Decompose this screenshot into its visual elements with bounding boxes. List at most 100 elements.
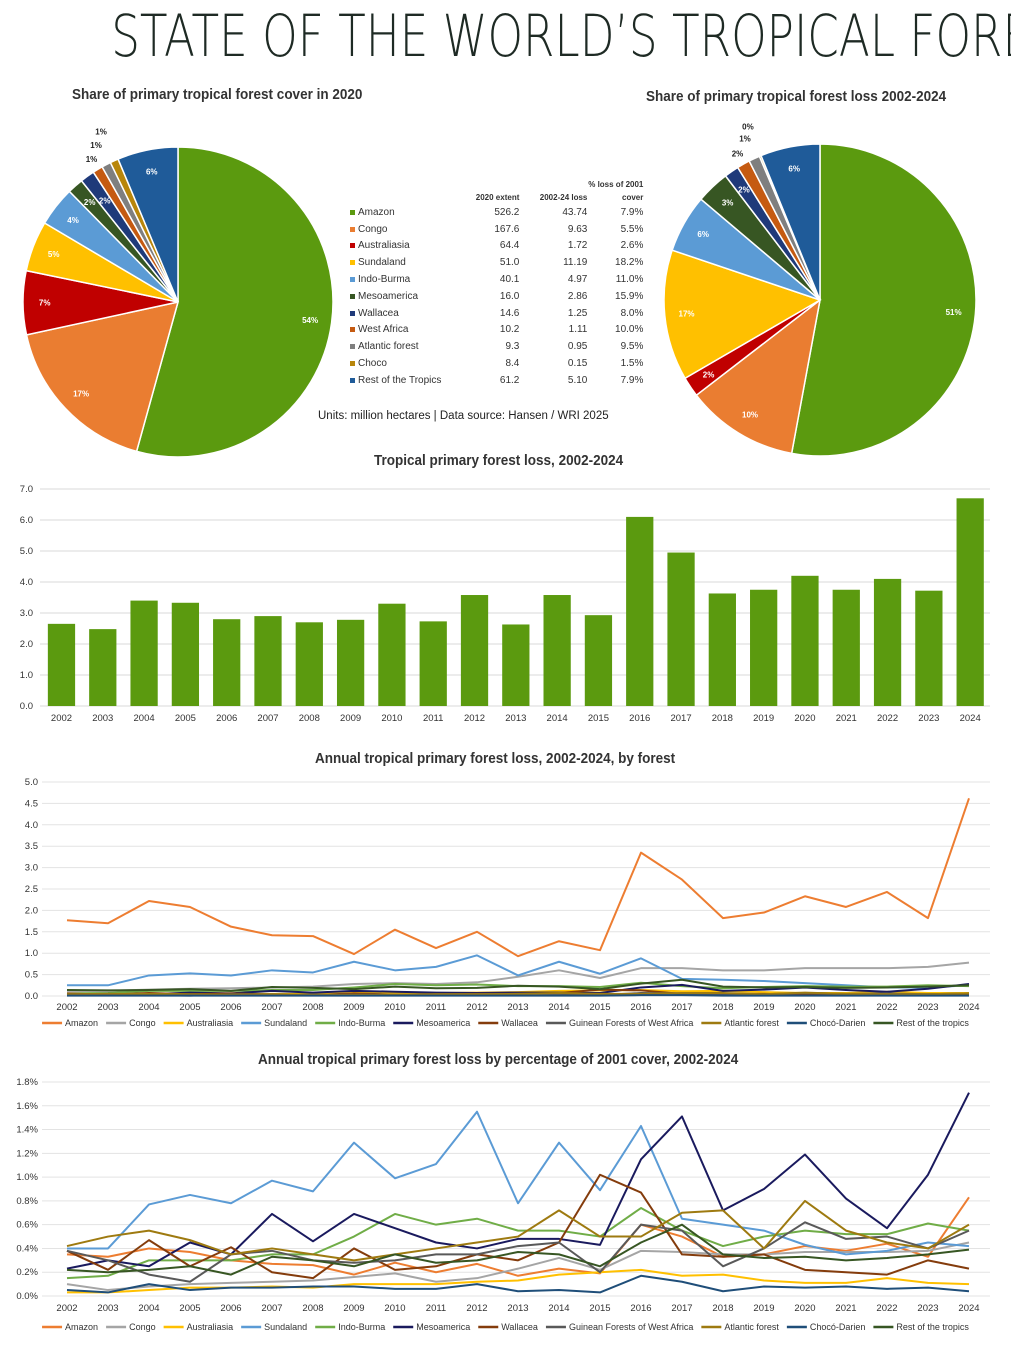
loss-cell: 5.10 (567, 374, 588, 386)
pie-data-label: 1% (90, 141, 102, 150)
x-tick-label: 2016 (630, 1303, 651, 1314)
extent-cell: 8.4 (505, 358, 520, 370)
legend-label: Sundaland (264, 1018, 307, 1028)
legend-swatch (350, 310, 355, 316)
col-loss: 2002-24 loss (539, 193, 588, 202)
pct-cell: 10.0% (615, 324, 644, 336)
extent-cell: 10.2 (499, 324, 520, 336)
x-tick-label: 2017 (671, 1303, 692, 1314)
pct-cell: 2.6% (620, 240, 644, 252)
x-tick-label: 2015 (589, 1002, 610, 1013)
x-tick-label: 2008 (302, 1303, 323, 1314)
loss-cell: 1.11 (568, 324, 588, 336)
loss-cell: 0.15 (567, 358, 588, 370)
bar (295, 622, 323, 706)
legend-swatch (350, 226, 355, 232)
line-chart-1-title: Annual tropical primary forest loss, 200… (315, 750, 676, 767)
region-name: Wallacea (358, 307, 399, 319)
x-tick-label: 2008 (299, 713, 320, 724)
region-name: West Africa (358, 324, 409, 336)
col-extent: 2020 extent (475, 193, 520, 202)
legend-label: Congo (129, 1322, 156, 1332)
loss-cell: 43.74 (562, 206, 588, 218)
bar (832, 589, 860, 706)
x-tick-label: 2010 (384, 1002, 405, 1013)
y-tick-label: 0.2% (16, 1267, 38, 1278)
extent-cell: 61.2 (499, 374, 520, 386)
x-tick-label: 2013 (507, 1002, 528, 1013)
x-tick-label: 2003 (97, 1002, 118, 1013)
pie-data-label: 2% (732, 150, 744, 159)
x-tick-label: 2022 (876, 1303, 897, 1314)
y-tick-label: 0.4% (16, 1243, 38, 1254)
x-tick-label: 2022 (876, 1002, 897, 1013)
y-tick-label: 2.0 (25, 905, 38, 916)
x-tick-label: 2005 (175, 713, 196, 724)
x-tick-label: 2019 (753, 1303, 774, 1314)
x-tick-label: 2015 (588, 713, 609, 724)
series-line (67, 1110, 970, 1256)
table-row: Sundaland 51.0 11.19 18.2% (350, 254, 643, 271)
region-name: Atlantic forest (358, 341, 419, 353)
legend-label: Australiasia (187, 1322, 234, 1332)
y-tick-label: 4.5 (25, 798, 38, 809)
x-tick-label: 2012 (464, 713, 485, 724)
region-name: Australiasia (358, 240, 410, 252)
y-tick-label: 1.8% (16, 1077, 38, 1088)
pie-data-label: 0% (742, 122, 754, 131)
x-tick-label: 2018 (712, 713, 733, 724)
bar (873, 578, 902, 706)
legend-swatch (350, 276, 355, 282)
x-tick-label: 2010 (384, 1303, 405, 1314)
bar (89, 629, 117, 706)
table-row: Congo 167.6 9.63 5.5% (350, 221, 643, 238)
y-tick-label: 1.0 (25, 948, 38, 959)
pie-slice (695, 298, 822, 455)
pie-data-label: 6% (697, 230, 709, 239)
y-tick-label: 0.0% (16, 1291, 38, 1302)
region-name: Rest of the Tropics (358, 374, 442, 386)
x-tick-label: 2015 (589, 1303, 610, 1314)
main-title: STATE OF THE WORLD’S TROPICAL FORESTS, 2… (111, 2, 1011, 70)
legend-swatch (350, 293, 355, 299)
bar (460, 595, 489, 706)
x-tick-label: 2024 (958, 1002, 979, 1013)
x-tick-label: 2004 (138, 1303, 159, 1314)
bar (667, 552, 695, 706)
bar (791, 575, 819, 706)
extent-cell: 64.4 (499, 240, 520, 252)
x-tick-label: 2012 (466, 1002, 487, 1013)
y-tick-label: 0.0 (20, 701, 33, 712)
legend-label: Congo (129, 1018, 156, 1028)
x-tick-label: 2007 (257, 713, 278, 724)
pie-loss-title: Share of primary tropical forest loss 20… (646, 88, 947, 105)
pie-slice (135, 146, 334, 458)
bar (543, 595, 571, 706)
pie-data-label: 54% (302, 316, 318, 325)
region-name: Indo-Burma (358, 274, 411, 286)
table-row: Amazon 526.2 43.74 7.9% (350, 204, 643, 221)
series-line (66, 1199, 970, 1262)
legend-label: Mesoamerica (416, 1018, 470, 1028)
pie-data-label: 5% (48, 250, 60, 259)
pie-data-label: 6% (146, 167, 158, 176)
x-tick-label: 2005 (179, 1002, 200, 1013)
bar (750, 589, 778, 706)
x-tick-label: 2021 (835, 1002, 856, 1013)
x-tick-label: 2007 (261, 1303, 282, 1314)
pie-data-label: 3% (722, 199, 734, 208)
x-tick-label: 2013 (505, 713, 526, 724)
pct-cell: 11.0% (615, 274, 644, 286)
pie-slice (790, 143, 977, 457)
x-tick-label: 2002 (56, 1303, 77, 1314)
y-tick-label: 6.0 (20, 515, 33, 526)
extent-cell: 167.6 (494, 223, 520, 235)
x-tick-label: 2012 (466, 1303, 487, 1314)
x-tick-label: 2024 (958, 1303, 979, 1314)
series-line (66, 1241, 970, 1292)
bar (213, 619, 241, 706)
pie-slice (117, 146, 179, 303)
bar (584, 615, 613, 706)
